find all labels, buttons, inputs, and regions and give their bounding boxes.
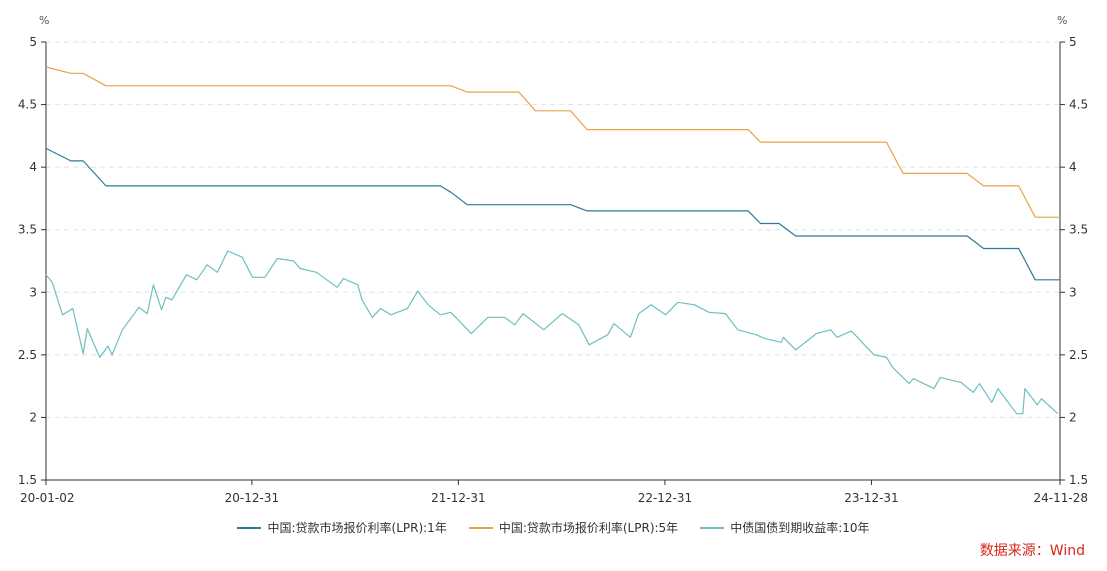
y-tick-label-right: 3.5 — [1069, 223, 1088, 237]
legend-item-lpr-1y[interactable]: 中国:贷款市场报价利率(LPR):1年 — [237, 519, 447, 536]
x-tick-label: 20-01-02 — [20, 491, 74, 505]
series-lines — [45, 66, 1060, 415]
legend-swatch — [700, 526, 725, 529]
legend-label: 中国:贷款市场报价利率(LPR):5年 — [498, 521, 679, 535]
cgb-10y-yield-line — [45, 250, 1059, 415]
legend-label: 中债国债到期收益率:10年 — [730, 521, 870, 535]
legend: 中国:贷款市场报价利率(LPR):1年 中国:贷款市场报价利率(LPR):5年 … — [0, 519, 1107, 536]
legend-swatch — [237, 526, 262, 529]
y-tick-label-left: 4 — [29, 160, 37, 174]
x-tick-label: 24-11-28 — [1034, 491, 1088, 505]
legend-swatch — [468, 526, 493, 529]
y-tick-label-left: 3.5 — [18, 223, 37, 237]
legend-item-lpr-5y[interactable]: 中国:贷款市场报价利率(LPR):5年 — [468, 519, 679, 536]
y-tick-label-left: 2 — [29, 410, 37, 424]
lpr-5y-line — [45, 66, 1060, 218]
right-unit-label: % — [1057, 14, 1067, 27]
y-tick-label-left: 2.5 — [18, 348, 37, 362]
y-tick-label-left: 4.5 — [18, 98, 37, 112]
y-tick-label-right: 2.5 — [1069, 348, 1088, 362]
y-tick-label-left: 5 — [29, 35, 37, 49]
lpr-1y-line — [45, 147, 1060, 281]
legend-item-cgb-10y[interactable]: 中债国债到期收益率:10年 — [700, 519, 870, 536]
y-tick-label-left: 3 — [29, 285, 37, 299]
x-tick-label: 21-12-31 — [431, 491, 485, 505]
y-tick-label-right: 2 — [1069, 410, 1077, 424]
y-tick-label-right: 4 — [1069, 160, 1077, 174]
legend-label: 中国:贷款市场报价利率(LPR):1年 — [267, 521, 447, 535]
left-unit-label: % — [39, 14, 49, 27]
x-tick-label: 23-12-31 — [844, 491, 898, 505]
y-tick-label-right: 1.5 — [1069, 473, 1088, 487]
y-tick-label-right: 3 — [1069, 285, 1077, 299]
gridlines — [46, 41, 1060, 418]
data-source-label: 数据来源：Wind — [979, 543, 1085, 559]
x-tick-label: 22-12-31 — [638, 491, 692, 505]
y-tick-label-left: 1.5 — [18, 473, 37, 487]
y-tick-label-right: 5 — [1069, 35, 1077, 49]
x-tick-label: 20-12-31 — [225, 491, 279, 505]
axes: 1.5 1.5 2 2 2.5 2.5 3 3 3.5 3.5 4 4 4.5 4.5 5 5 20-01-02… — [18, 35, 1088, 505]
y-tick-label-right: 4.5 — [1069, 98, 1088, 112]
